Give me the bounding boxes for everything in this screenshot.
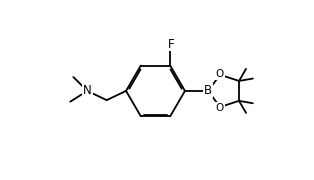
Text: O: O <box>216 103 224 113</box>
Text: N: N <box>83 84 92 97</box>
Text: O: O <box>216 69 224 79</box>
Text: B: B <box>204 84 212 97</box>
Text: F: F <box>168 37 174 51</box>
